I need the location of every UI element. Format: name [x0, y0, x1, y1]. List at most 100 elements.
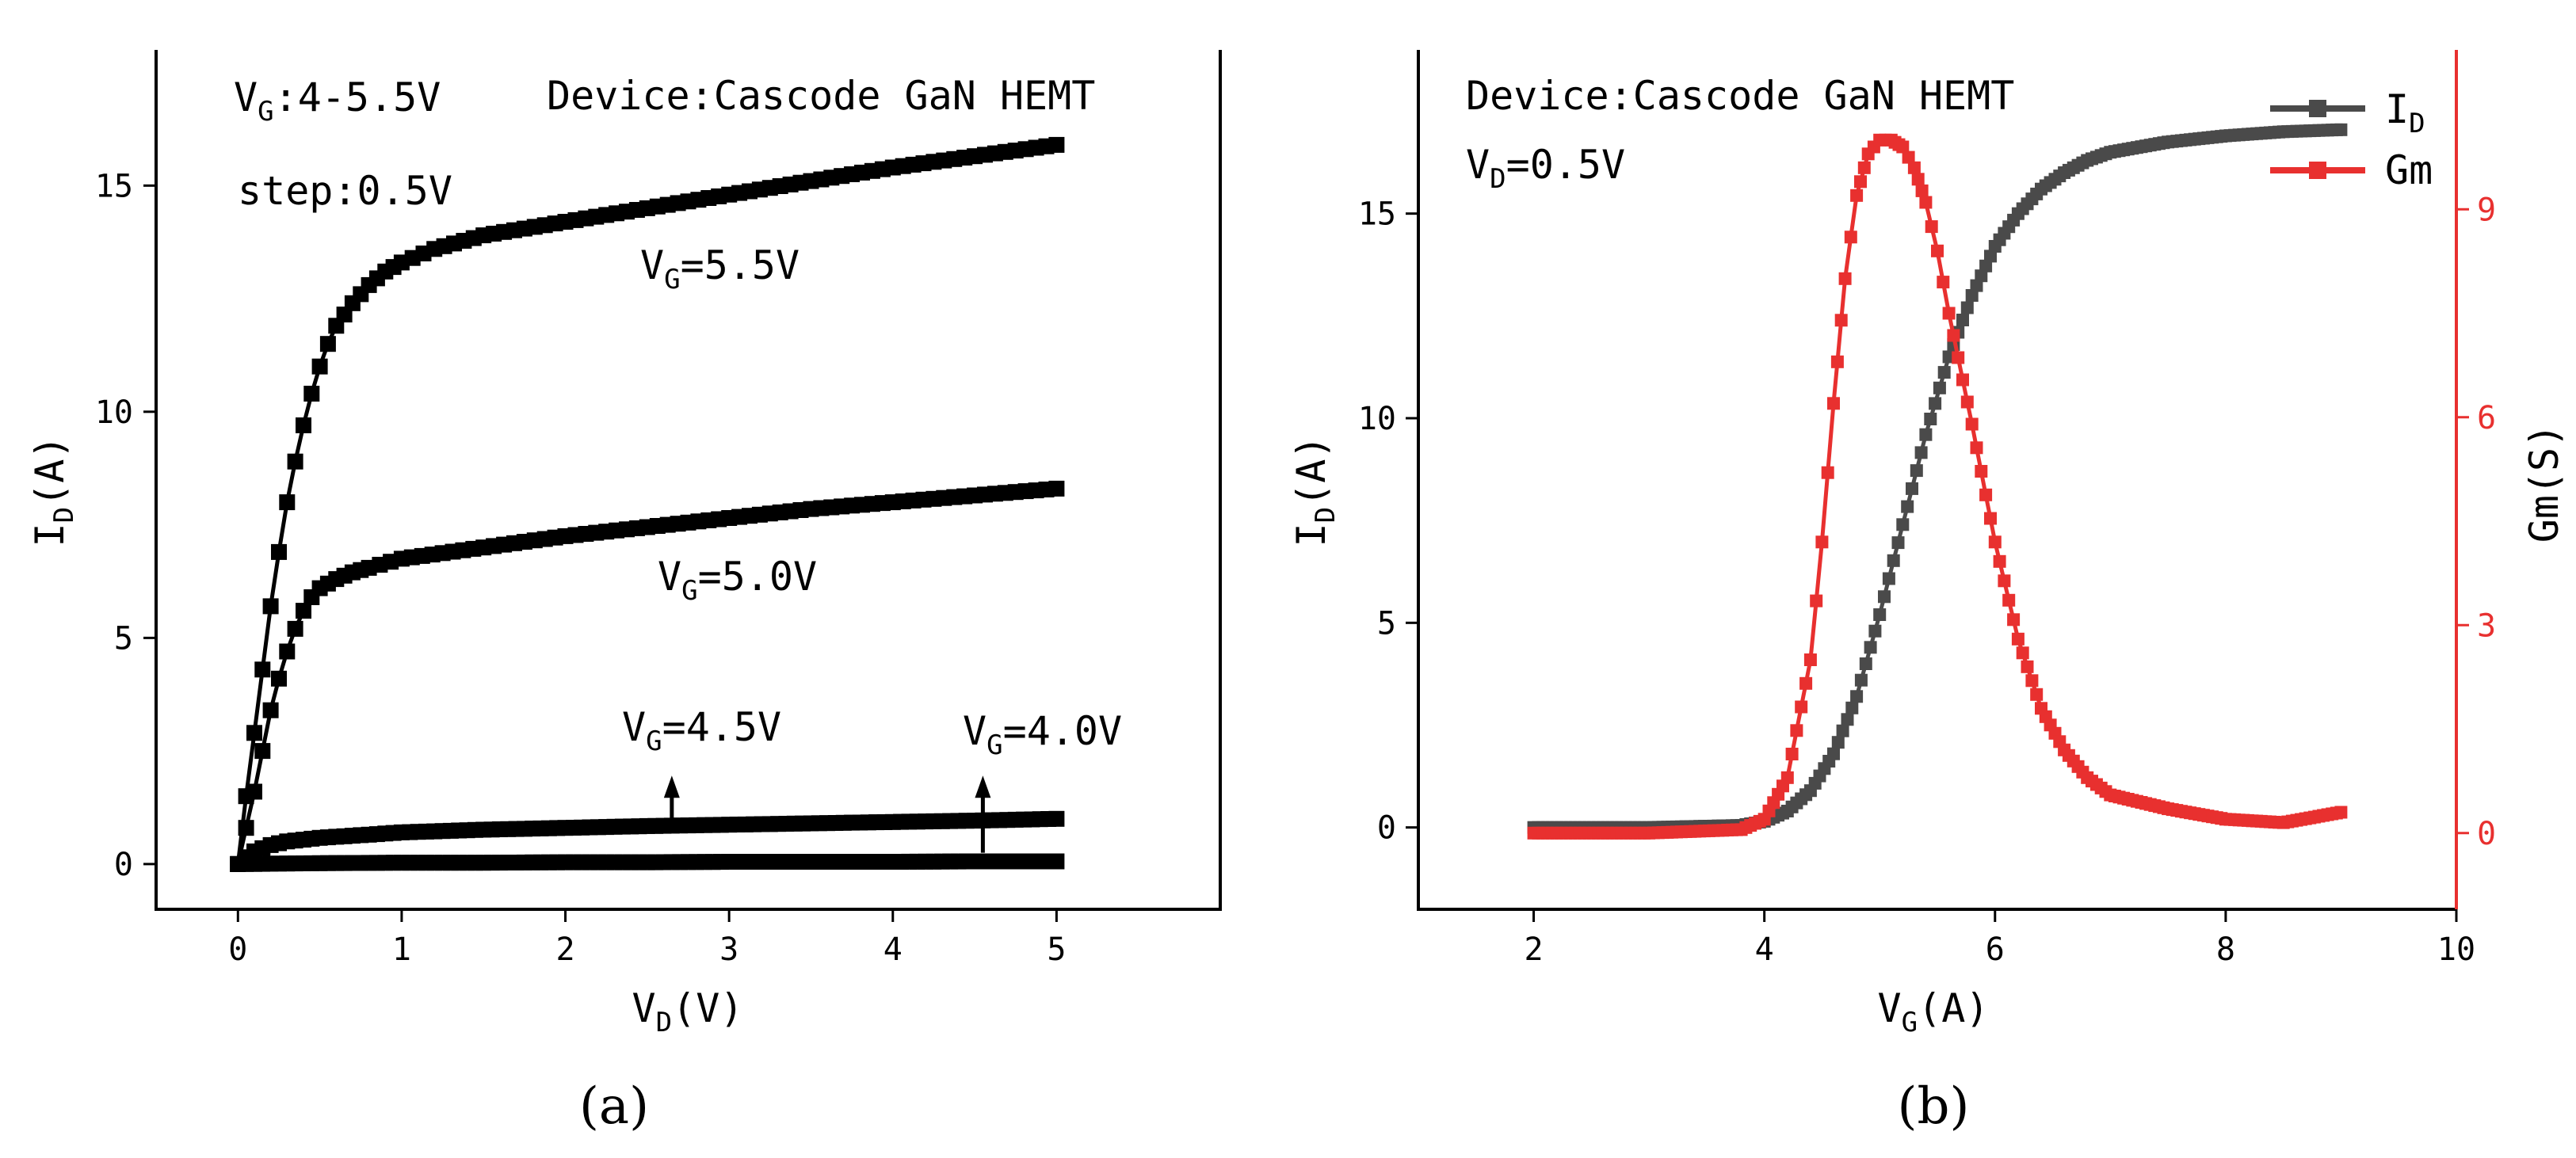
series-gm-point [1821, 466, 1834, 479]
series-vg-5.5-point [271, 543, 287, 560]
series-gm-point [1857, 161, 1871, 174]
panel-a-xtick-label: 4 [883, 931, 903, 968]
panel-a-frame [155, 50, 1222, 911]
series-gm-point [1960, 395, 1974, 409]
panel-b-xtick-label: 8 [2216, 931, 2235, 968]
series-id-point [1831, 736, 1845, 749]
panel-a-xlabel: VD(V) [632, 985, 744, 1038]
panel-b-ytick-left-label: 5 [1377, 605, 1396, 642]
panel-a: 0 1 2 3 4 5 0 5 10 15 VG:4-5.5V Device:Cascode Ga… [27, 50, 1222, 1136]
panel-b-ytick-left-label: 0 [1377, 810, 1396, 847]
panel-a-ticks: 0 1 2 3 4 5 0 5 10 15 [95, 168, 1067, 968]
series-id-point [1910, 464, 1923, 478]
panel-b-ylabel-left: ID(A) [1288, 436, 1341, 547]
series-id-point [1836, 724, 1849, 737]
series-id-point [1965, 289, 1979, 302]
series-id-point [1896, 518, 1910, 531]
series-gm-point [1896, 140, 1910, 154]
series-gm-point [1925, 220, 1938, 234]
series-vg-5.0-point [279, 643, 296, 660]
series-gm-point [1947, 329, 1960, 342]
series-gm-point [1919, 196, 1933, 209]
panel-b-vd: VD=0.5V [1466, 142, 1625, 195]
series-id-point [1975, 269, 1988, 283]
panel-b-xtick-label: 10 [2437, 931, 2475, 968]
series-gm-point [1988, 535, 2002, 549]
series-vg-5.0-point [1048, 480, 1065, 497]
panel-a-ytick-label: 15 [95, 168, 133, 204]
panel-a-xtick-label: 5 [1047, 931, 1066, 968]
series-gm-point [1790, 724, 1803, 737]
series-id-point [1887, 554, 1900, 567]
series-vg-5.5-point [1048, 136, 1065, 153]
series-vg-5.5-point [287, 453, 303, 470]
panel-b-ylabel-right: Gm(S) [2521, 424, 2567, 543]
series-vg-5.0-line [235, 486, 1057, 865]
label-vg-4.5: VG=4.5V [622, 704, 781, 757]
series-vg-5.5-point [262, 598, 279, 615]
series-gm-point [1815, 535, 1829, 549]
panel-b-xtick-label: 2 [1525, 931, 1544, 968]
series-id-point [1827, 747, 1840, 760]
series-vg-5.0-point [262, 702, 279, 718]
series-gm-point [1902, 150, 1915, 164]
series-gm-point [2011, 632, 2025, 646]
series-gm-point [2021, 660, 2034, 673]
series-id-point [1984, 250, 1997, 263]
series-vg-4.0-point [1048, 853, 1065, 870]
series-gm-point [1965, 417, 1979, 431]
series-gm-point [2030, 688, 2044, 701]
series-gm-point [1984, 512, 1997, 525]
series-gm-point [1795, 700, 1808, 714]
panel-a-ytick-label: 10 [95, 394, 133, 431]
series-gm-point [1850, 189, 1864, 202]
series-id-point [1882, 572, 1895, 585]
series-vg-5.5-point [296, 417, 311, 433]
panel-a-marks [230, 136, 1065, 872]
series-gm-point [1830, 355, 1844, 368]
series-id-point [1878, 590, 1891, 604]
series-id-point [1970, 279, 1983, 292]
series-vg-5.0-point [296, 603, 311, 619]
series-vg-5.0-point [238, 820, 254, 836]
series-gm-line [1533, 138, 2341, 836]
panel-a-ytick-label: 0 [114, 847, 133, 883]
series-gm-point [1975, 465, 1988, 478]
panel-b-marks [1527, 123, 2348, 840]
series-id-point [1906, 482, 1918, 495]
series-gm-point [2016, 646, 2029, 660]
panel-b-device: Device:Cascode GaN HEMT [1466, 73, 2014, 119]
legend: ID Gm [2270, 86, 2433, 193]
series-id-point [1873, 608, 1887, 621]
series-gm-point [2002, 593, 2016, 607]
panel-a-vg-range: VG:4-5.5V [234, 74, 441, 128]
series-gm-point [1931, 244, 1944, 257]
panel-a-xtick-label: 0 [228, 931, 247, 968]
series-id-point [1960, 301, 1974, 314]
series-id-point [1914, 446, 1928, 459]
series-gm-point [1993, 554, 2006, 568]
series-gm-point [1915, 184, 1929, 197]
series-id-point [1854, 673, 1868, 687]
panel-b-xlabel: VG(A) [1878, 985, 1990, 1038]
series-gm-point [2334, 806, 2348, 819]
panel-a-xtick-label: 1 [392, 931, 411, 968]
series-id-point [1859, 657, 1872, 670]
panel-a-ylabel: ID(A) [27, 436, 80, 547]
series-gm-point [1844, 230, 1857, 244]
panel-b-ytick-left-label: 15 [1358, 196, 1396, 233]
series-gm-point [1956, 373, 1969, 387]
series-gm-point [1998, 574, 2011, 588]
series-gm-point [1827, 397, 1840, 410]
series-id-point [2334, 123, 2348, 136]
series-vg-5.5-point [279, 494, 296, 511]
panel-b-xtick-label: 6 [1986, 931, 2005, 968]
panel-b-ticks: 2 4 6 8 10 0 5 10 15 0 3 6 9 [1358, 192, 2496, 968]
series-gm-point [1834, 314, 1848, 327]
legend-gm-marker [2309, 162, 2326, 179]
series-id-line [1533, 128, 2341, 830]
series-vg-5.5-point [303, 386, 320, 402]
series-id-point [1901, 500, 1914, 513]
series-id-point [1924, 413, 1937, 425]
label-vg-5.5: VG=5.5V [640, 242, 800, 295]
